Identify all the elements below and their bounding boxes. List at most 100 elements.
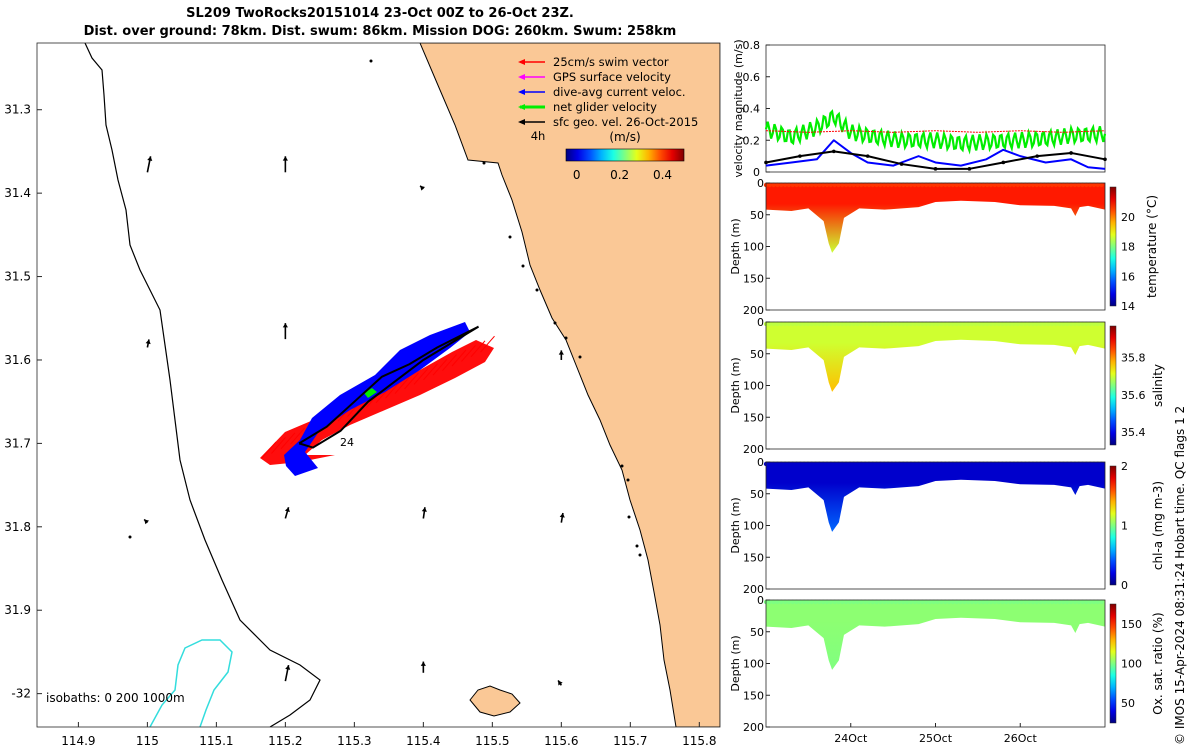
map-y-tick-label: 31.5 <box>4 270 31 284</box>
salinity-y-tick-label: 50 <box>750 348 764 361</box>
oxygen-sample-point <box>1061 599 1066 605</box>
map-x-tick-label: 115.3 <box>337 734 371 748</box>
salinity-sample-point <box>927 321 933 327</box>
salinity-sample-point <box>1057 321 1062 327</box>
swim-vector-red <box>260 340 494 465</box>
geo-velocity-arrowhead <box>285 665 291 670</box>
salinity-sample-point <box>1087 321 1093 327</box>
oxygen-sample-point <box>901 599 906 605</box>
temperature-sample-point <box>889 182 895 188</box>
mainland-coast <box>419 43 720 727</box>
oxygen-colorbar-tick: 150 <box>1121 618 1142 631</box>
map-x-tick-label: 115.2 <box>268 734 302 748</box>
oxygen-sample-point <box>1023 599 1028 605</box>
oxygen-sample-point <box>882 599 887 605</box>
chl-sample-point <box>1080 461 1085 467</box>
velocity-y-tick-label: 0 <box>753 166 760 179</box>
temperature-y-tick-label: 100 <box>743 241 764 254</box>
salinity-sample-point <box>771 321 776 327</box>
temperature-sample-point <box>771 182 776 188</box>
chl-sample-point <box>939 461 944 467</box>
salinity-sample-point <box>855 321 860 327</box>
salinity-sample-point <box>954 321 959 327</box>
oxygen-sample-point <box>1026 599 1032 605</box>
oxygen-sample-point <box>958 599 963 605</box>
temperature-sample-point <box>794 182 799 188</box>
salinity-sample-point <box>882 321 887 327</box>
map-colorbar <box>565 148 685 162</box>
temperature-colorbar <box>1109 186 1117 307</box>
oxygen-sample-point <box>1049 599 1055 605</box>
credit-text: © IMOS 15-Apr-2024 08:31:24 Hobart time.… <box>1173 405 1187 745</box>
chl-sample-point <box>801 461 807 467</box>
oxygen-sample-point <box>779 599 784 605</box>
oxygen-data-field <box>766 600 1105 670</box>
temperature-sample-point <box>862 182 868 188</box>
legend-entry: net glider velocity <box>553 100 657 114</box>
chl-sample-point <box>889 461 895 467</box>
geo-velocity-arrowhead <box>559 513 565 518</box>
temperature-sample-point <box>1011 182 1017 188</box>
map-x-tick-label: 115.6 <box>544 734 578 748</box>
oxygen-sample-point <box>984 599 990 605</box>
temperature-sample-point <box>782 182 788 188</box>
salinity-sample-point <box>813 321 818 327</box>
oxygen-sample-point <box>1072 599 1078 605</box>
salinity-sample-point <box>782 321 788 327</box>
oxygen-sample-point <box>1030 599 1036 605</box>
chl-sample-point <box>931 461 937 467</box>
rock-marker <box>508 235 512 239</box>
oxygen-colorbar-tick: 50 <box>1121 697 1135 710</box>
salinity-sample-point <box>1095 321 1100 327</box>
salinity-panel: 0 50 100 150 200 Depth (m) 35.4 35.6 35.8 salinit… <box>729 316 1165 456</box>
temperature-sample-point <box>920 182 925 188</box>
figure-title-line1: SL209 TwoRocks20151014 23-Oct 00Z to 26-… <box>186 6 574 21</box>
oxygen-sample-point <box>1076 599 1081 605</box>
oxygen-sample-point <box>805 599 811 605</box>
temperature-colorbar-tick: 20 <box>1121 211 1135 224</box>
oxygen-sample-point <box>878 599 883 605</box>
oxygen-sample-point <box>1065 599 1070 605</box>
salinity-sample-point <box>1011 321 1017 327</box>
salinity-sample-point <box>889 321 895 327</box>
temperature-colorbar-label: temperature (°C) <box>1145 195 1159 298</box>
oxygen-sample-point <box>798 599 803 605</box>
map-y-tick-label: 31.9 <box>4 603 31 617</box>
temperature-sample-point <box>1061 182 1066 188</box>
oxygen-sample-point <box>847 599 853 605</box>
chl-sample-point <box>790 461 795 467</box>
oxygen-sample-point <box>824 599 830 605</box>
chl-sample-point <box>897 461 902 467</box>
oxygen-sample-point <box>836 599 841 605</box>
oxygen-sample-point <box>832 599 837 605</box>
temperature-sample-point <box>775 182 780 188</box>
salinity-data-field <box>766 322 1105 392</box>
temperature-sample-point <box>1076 182 1081 188</box>
temperature-colorbar-tick: 18 <box>1121 241 1135 254</box>
rock-marker <box>635 544 639 548</box>
temperature-sample-point <box>988 182 994 188</box>
geo-velocity-arrowhead <box>558 680 563 686</box>
salinity-sample-point <box>775 321 780 327</box>
salinity-sample-point <box>893 321 898 327</box>
chl-sample-point <box>1065 461 1070 467</box>
map-x-tick-label: 115 <box>136 734 159 748</box>
salinity-sample-point <box>935 321 940 327</box>
chl-sample-point <box>1099 461 1104 467</box>
sfc-geo-point <box>933 167 938 171</box>
chl-panel: 0 50 100 150 200 Depth (m) 0 1 2 chl-a (mg m-3) <box>729 456 1165 596</box>
oxygen-sample-point <box>1004 599 1009 605</box>
temperature-sample-point <box>1023 182 1028 188</box>
oxygen-y-tick-label: 0 <box>757 594 764 607</box>
oxygen-sample-point <box>862 599 868 605</box>
temperature-panel: 0 50 100 150 200 Depth (m) 14 16 18 20 temperature… <box>729 177 1159 317</box>
salinity-sample-point <box>786 321 792 327</box>
rock-marker <box>578 355 582 359</box>
swim-vector <box>480 335 495 353</box>
oxygen-sample-point <box>775 599 780 605</box>
temperature-y-tick-label: 150 <box>743 272 764 285</box>
salinity-sample-point <box>897 321 902 327</box>
salinity-sample-point <box>851 321 856 327</box>
oxygen-sample-point <box>931 599 937 605</box>
oxygen-sample-point <box>874 599 879 605</box>
